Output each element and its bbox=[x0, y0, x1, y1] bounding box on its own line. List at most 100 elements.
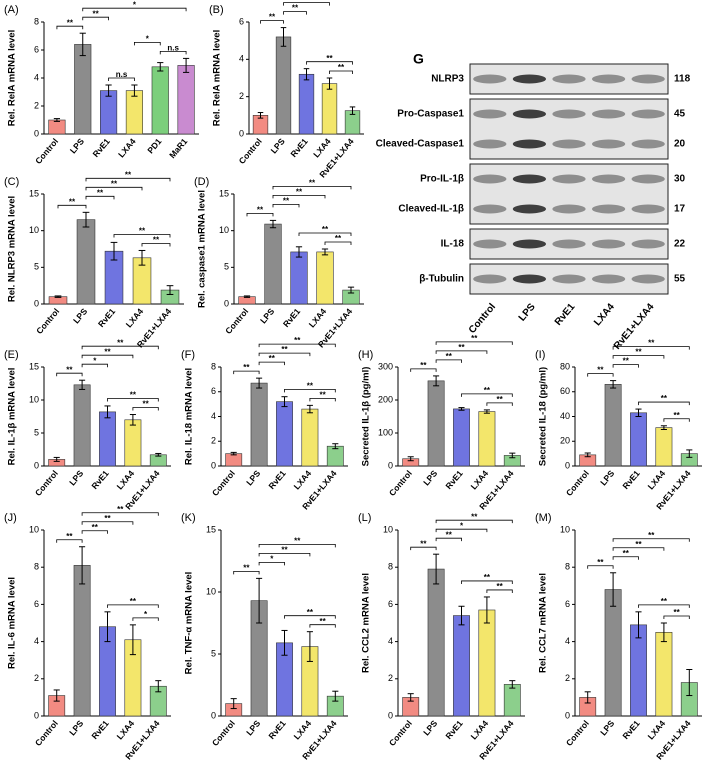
error-bar bbox=[110, 241, 118, 261]
y-tick-label: 4 bbox=[388, 636, 393, 646]
error-bar bbox=[129, 414, 136, 426]
significance-bracket bbox=[56, 539, 83, 543]
error-bar bbox=[138, 249, 146, 266]
bar bbox=[276, 401, 293, 467]
x-tick-label: RvE1 bbox=[281, 306, 303, 329]
error-bar bbox=[281, 629, 288, 656]
significance-bracket bbox=[612, 547, 665, 551]
significance-label: ** bbox=[130, 597, 137, 606]
significance-label: ** bbox=[303, 0, 310, 4]
significance-bracket bbox=[612, 364, 639, 368]
kda-label: 20 bbox=[674, 139, 686, 150]
panel-label: (A) bbox=[4, 4, 19, 16]
y-tick-label: 8 bbox=[565, 562, 570, 572]
kda-label: 30 bbox=[674, 174, 686, 185]
y-tick-label: 6 bbox=[239, 16, 244, 26]
bar bbox=[73, 565, 91, 717]
kda-label: 55 bbox=[674, 274, 686, 285]
x-tick-label: Control bbox=[210, 468, 237, 498]
bar bbox=[604, 589, 622, 717]
y-tick-label: 10 bbox=[29, 394, 39, 404]
error-bar bbox=[82, 211, 90, 228]
x-tick-label: RvE1 bbox=[266, 468, 288, 491]
error-bar bbox=[105, 84, 112, 97]
significance-bracket bbox=[587, 373, 614, 377]
panel-label: G bbox=[413, 51, 424, 67]
significance-label: ** bbox=[243, 563, 250, 572]
significance-bracket bbox=[159, 51, 187, 55]
blot-band bbox=[512, 239, 547, 249]
blot-band bbox=[591, 139, 626, 149]
error-bar bbox=[155, 680, 162, 693]
error-bar bbox=[54, 295, 62, 298]
significance-label: ** bbox=[420, 539, 427, 548]
significance-label: ** bbox=[322, 225, 329, 234]
significance-label: ** bbox=[484, 573, 491, 582]
significance-label: ** bbox=[269, 13, 276, 22]
significance-label: ** bbox=[296, 188, 303, 197]
significance-bracket bbox=[81, 345, 159, 350]
bar bbox=[316, 251, 334, 305]
significance-label: ** bbox=[294, 336, 301, 345]
y-tick-label: 40 bbox=[560, 411, 570, 421]
significance-label: ** bbox=[446, 530, 453, 539]
blot-band bbox=[631, 74, 665, 84]
significance-label: ** bbox=[597, 366, 604, 375]
x-tick-label: RvE1 bbox=[443, 468, 465, 491]
significance-label: n.s bbox=[116, 70, 128, 79]
blot-band bbox=[512, 109, 547, 119]
significance-label: ** bbox=[623, 357, 630, 366]
x-tick-label: RvE1 bbox=[443, 718, 465, 741]
x-tick-label: Control bbox=[33, 468, 60, 498]
error-bar bbox=[104, 611, 111, 643]
y-tick-label: 6 bbox=[211, 386, 216, 396]
bar bbox=[250, 382, 268, 467]
error-bar bbox=[332, 443, 339, 450]
significance-bracket bbox=[258, 543, 336, 548]
significance-bracket bbox=[81, 512, 159, 516]
x-tick-label: RvE1 bbox=[620, 468, 642, 491]
x-tick-label: LXA4 bbox=[115, 468, 137, 491]
significance-bracket bbox=[141, 243, 171, 247]
protein-label: NLRP3 bbox=[431, 74, 464, 85]
significance-bracket bbox=[56, 372, 83, 377]
blot-band bbox=[473, 74, 507, 84]
y-tick-label: 4 bbox=[34, 72, 39, 82]
blot-band bbox=[552, 174, 586, 184]
x-tick-label: RvE1 bbox=[89, 718, 111, 741]
y-axis-label: Rel. CCL7 mRNA level bbox=[538, 573, 549, 673]
significance-label: ** bbox=[307, 381, 314, 390]
blot-band bbox=[473, 204, 507, 214]
significance-bracket bbox=[107, 398, 159, 402]
error-bar bbox=[269, 219, 277, 229]
significance-label: * bbox=[144, 610, 148, 619]
x-tick-label: Control bbox=[564, 468, 591, 498]
significance-label: ** bbox=[635, 540, 642, 549]
protein-label: Cleaved-IL-1β bbox=[398, 204, 464, 215]
x-tick-label: Control bbox=[33, 718, 60, 748]
blot-band bbox=[631, 204, 665, 214]
panel-label: (H) bbox=[358, 349, 373, 361]
x-tick-label: LXA4 bbox=[115, 718, 137, 741]
x-tick-label: LPS bbox=[244, 718, 262, 737]
significance-bracket bbox=[486, 589, 513, 593]
significance-bracket bbox=[81, 363, 108, 368]
y-tick-label: 6 bbox=[34, 44, 39, 54]
significance-bracket bbox=[272, 186, 352, 190]
y-tick-label: 10 bbox=[383, 524, 393, 534]
significance-label: n.s bbox=[167, 44, 179, 53]
error-bar bbox=[166, 285, 174, 295]
significance-bracket bbox=[435, 528, 488, 533]
blot-band bbox=[512, 139, 547, 149]
significance-bracket bbox=[306, 61, 353, 65]
significance-bracket bbox=[82, 16, 109, 21]
y-tick-label: 20 bbox=[560, 436, 570, 446]
significance-label: ** bbox=[269, 354, 276, 363]
bar bbox=[478, 411, 496, 467]
y-tick-label: 0 bbox=[211, 710, 216, 720]
significance-label: ** bbox=[67, 18, 74, 27]
significance-label: ** bbox=[130, 391, 137, 400]
significance-label: ** bbox=[111, 179, 118, 188]
error-bar bbox=[349, 106, 356, 115]
significance-bracket bbox=[663, 615, 690, 619]
